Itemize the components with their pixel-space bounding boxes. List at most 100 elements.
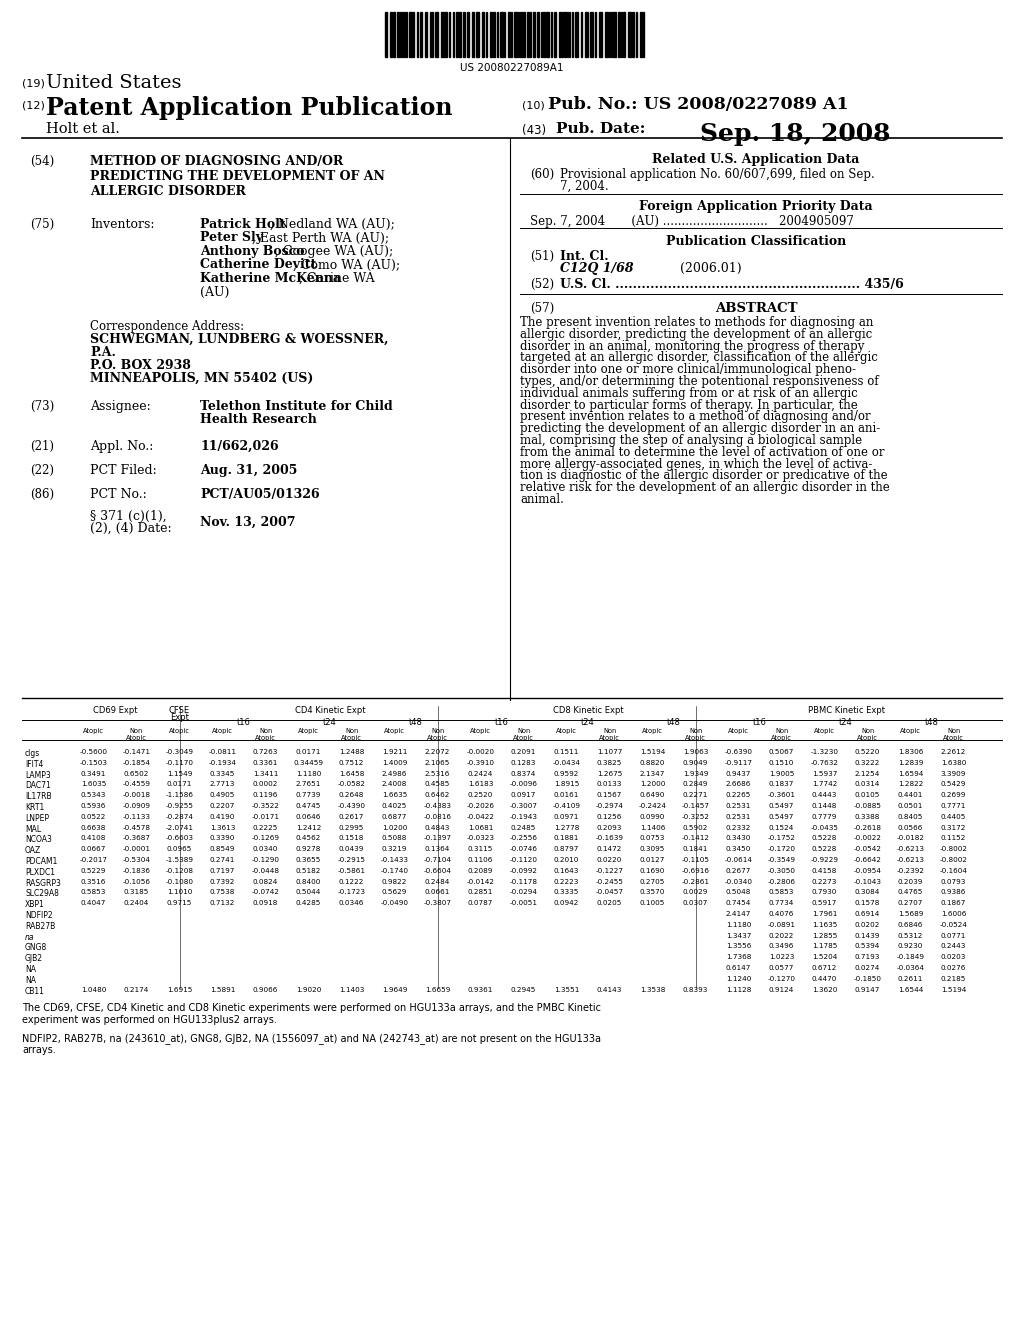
Text: , Carine WA: , Carine WA [299,272,374,285]
Text: -0.1854: -0.1854 [123,760,151,766]
Text: (2), (4) Date:: (2), (4) Date: [90,521,172,535]
Text: 1.5891: 1.5891 [210,986,236,993]
Text: Provisional application No. 60/607,699, filed on Sep.: Provisional application No. 60/607,699, … [560,168,874,181]
Text: 0.5044: 0.5044 [296,890,322,895]
Text: (19): (19) [22,78,45,88]
Text: -0.4390: -0.4390 [338,803,366,809]
Text: , East Perth WA (AU);: , East Perth WA (AU); [252,231,389,244]
Text: 0.1106: 0.1106 [468,857,494,863]
Text: 0.0276: 0.0276 [941,965,967,972]
Text: 0.4158: 0.4158 [812,867,838,874]
Text: -0.1270: -0.1270 [768,975,796,982]
Text: -0.1639: -0.1639 [596,836,624,841]
Text: 0.9386: 0.9386 [941,890,967,895]
Text: -0.1133: -0.1133 [123,814,151,820]
Text: -0.1178: -0.1178 [510,879,538,884]
Text: Appl. No.:: Appl. No.: [90,440,154,453]
Text: 2.1065: 2.1065 [425,760,451,766]
Text: 0.4585: 0.4585 [425,781,451,788]
Text: RAB27B: RAB27B [25,921,55,931]
Text: NA: NA [25,975,36,985]
Text: -0.3522: -0.3522 [252,803,280,809]
Text: -0.9117: -0.9117 [725,760,753,766]
Text: -0.6390: -0.6390 [725,748,753,755]
Text: 1.3411: 1.3411 [253,771,279,776]
Text: 0.0661: 0.0661 [425,890,451,895]
Text: 0.7771: 0.7771 [941,803,967,809]
Text: 1.9649: 1.9649 [382,986,408,993]
Text: 0.1841: 0.1841 [683,846,709,853]
Text: 0.8797: 0.8797 [554,846,580,853]
Text: Atopic: Atopic [298,729,318,734]
Text: 0.2039: 0.2039 [898,879,924,884]
Text: -0.0909: -0.0909 [123,803,151,809]
Text: 0.9592: 0.9592 [554,771,580,776]
Text: 0.2531: 0.2531 [726,803,752,809]
Text: t16: t16 [238,718,251,727]
Text: -0.0435: -0.0435 [811,825,839,830]
Bar [623,12,625,57]
Text: 0.1448: 0.1448 [812,803,838,809]
Text: Atopic: Atopic [83,729,104,734]
Text: t24: t24 [582,718,595,727]
Text: -0.0582: -0.0582 [338,781,366,788]
Text: 0.0787: 0.0787 [468,900,494,907]
Text: -0.1503: -0.1503 [80,760,108,766]
Text: 0.1511: 0.1511 [554,748,580,755]
Text: 0.9066: 0.9066 [253,986,279,993]
Bar [632,12,634,57]
Text: 0.0171: 0.0171 [167,781,193,788]
Text: t16: t16 [495,718,509,727]
Text: Atopic: Atopic [900,729,921,734]
Text: -0.1943: -0.1943 [510,814,538,820]
Text: 0.2849: 0.2849 [683,781,709,788]
Text: 0.8393: 0.8393 [683,986,709,993]
Text: Patent Application Publication: Patent Application Publication [46,96,453,120]
Text: (86): (86) [30,488,54,502]
Text: 0.3345: 0.3345 [210,771,236,776]
Text: 0.5220: 0.5220 [855,748,881,755]
Text: -0.2618: -0.2618 [853,825,882,830]
Text: The present invention relates to methods for diagnosing an: The present invention relates to methods… [520,315,873,329]
Text: 2.7713: 2.7713 [210,781,236,788]
Text: 0.5312: 0.5312 [898,933,924,939]
Text: 0.0522: 0.0522 [81,814,106,820]
Text: 1.1180: 1.1180 [726,921,752,928]
Text: 0.1283: 0.1283 [511,760,537,766]
Text: -0.0294: -0.0294 [510,890,538,895]
Text: 0.3655: 0.3655 [296,857,322,863]
Bar [585,12,588,57]
Text: -0.0457: -0.0457 [596,890,624,895]
Text: 0.1643: 0.1643 [554,867,580,874]
Text: 0.0917: 0.0917 [511,792,537,799]
Text: 1.1403: 1.1403 [339,986,365,993]
Text: Non
Atopic: Non Atopic [513,729,534,741]
Text: 0.4025: 0.4025 [382,803,408,809]
Text: 1.3437: 1.3437 [726,933,752,939]
Text: Atopic: Atopic [728,729,749,734]
Text: CD69 Expt: CD69 Expt [93,706,137,715]
Text: -0.6213: -0.6213 [896,857,925,863]
Text: -0.1105: -0.1105 [682,857,710,863]
Text: -0.3252: -0.3252 [682,814,710,820]
Text: MINNEAPOLIS, MN 55402 (US): MINNEAPOLIS, MN 55402 (US) [90,372,313,385]
Text: Atopic: Atopic [814,729,835,734]
Text: t24: t24 [839,718,853,727]
Text: -0.2392: -0.2392 [896,867,925,874]
Text: more allergy-associated genes, in which the level of activa-: more allergy-associated genes, in which … [520,458,872,471]
Bar [546,12,549,57]
Text: 0.6502: 0.6502 [124,771,150,776]
Text: -0.0816: -0.0816 [424,814,452,820]
Bar [409,12,412,57]
Text: Expt: Expt [170,713,189,722]
Bar [618,12,620,57]
Text: NA: NA [25,965,36,974]
Text: clgs: clgs [25,748,40,758]
Text: Sep. 18, 2008: Sep. 18, 2008 [700,121,891,147]
Text: (AU): (AU) [200,285,229,298]
Text: 11/662,026: 11/662,026 [200,440,279,453]
Text: t24: t24 [324,718,337,727]
Bar [459,12,461,57]
Text: OAZ: OAZ [25,846,41,855]
Text: (10): (10) [522,100,545,110]
